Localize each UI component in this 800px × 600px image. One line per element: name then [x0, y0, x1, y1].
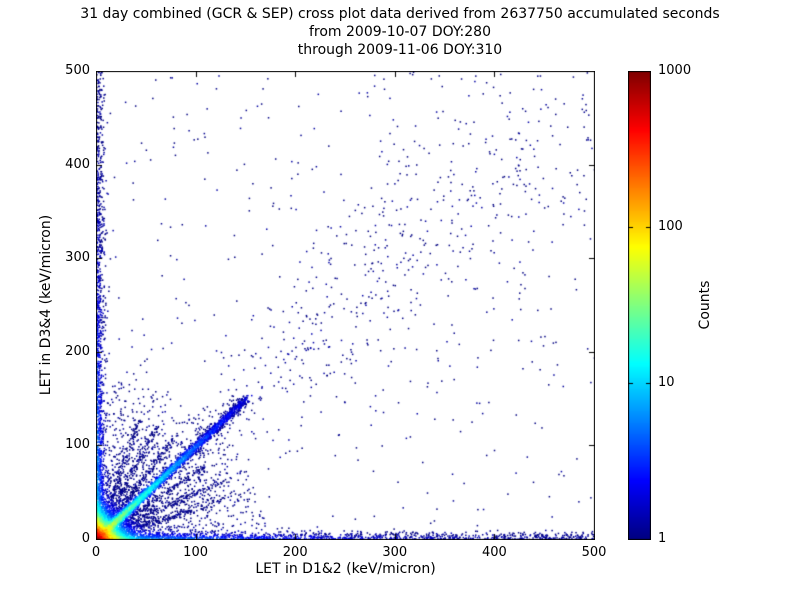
x-tick-label: 300 — [382, 545, 408, 560]
y-tick-label: 400 — [65, 156, 90, 172]
colorbar-tick-label: 1 — [658, 531, 667, 546]
x-tick-label: 200 — [282, 545, 308, 560]
colorbar-tick-label: 10 — [658, 375, 675, 390]
x-tick-label: 0 — [91, 545, 101, 560]
x-tick-label: 400 — [481, 545, 507, 560]
chart-title: 31 day combined (GCR & SEP) cross plot d… — [80, 6, 720, 22]
x-tick-label: 100 — [183, 545, 209, 560]
y-tick-label: 0 — [81, 531, 90, 546]
x-axis-label: LET in D1&2 (keV/micron) — [255, 561, 436, 577]
y-tick-label: 500 — [65, 63, 90, 78]
chart-subtitle-through: through 2009-11-06 DOY:310 — [297, 42, 503, 58]
colorbar-tick-label: 100 — [658, 219, 683, 234]
colorbar-tick-label: 1000 — [658, 63, 692, 78]
colorbar-label: Counts — [697, 280, 713, 330]
x-tick-label: 500 — [581, 545, 607, 560]
y-tick-label: 200 — [65, 343, 90, 359]
y-axis-label: LET in D3&4 (keV/micron) — [38, 214, 54, 396]
y-tick-label: 100 — [65, 437, 90, 453]
scatter-plot-canvas — [96, 71, 595, 540]
chart-subtitle-from: from 2009-10-07 DOY:280 — [308, 24, 491, 40]
colorbar-canvas — [628, 71, 651, 540]
y-tick-label: 300 — [65, 250, 90, 266]
